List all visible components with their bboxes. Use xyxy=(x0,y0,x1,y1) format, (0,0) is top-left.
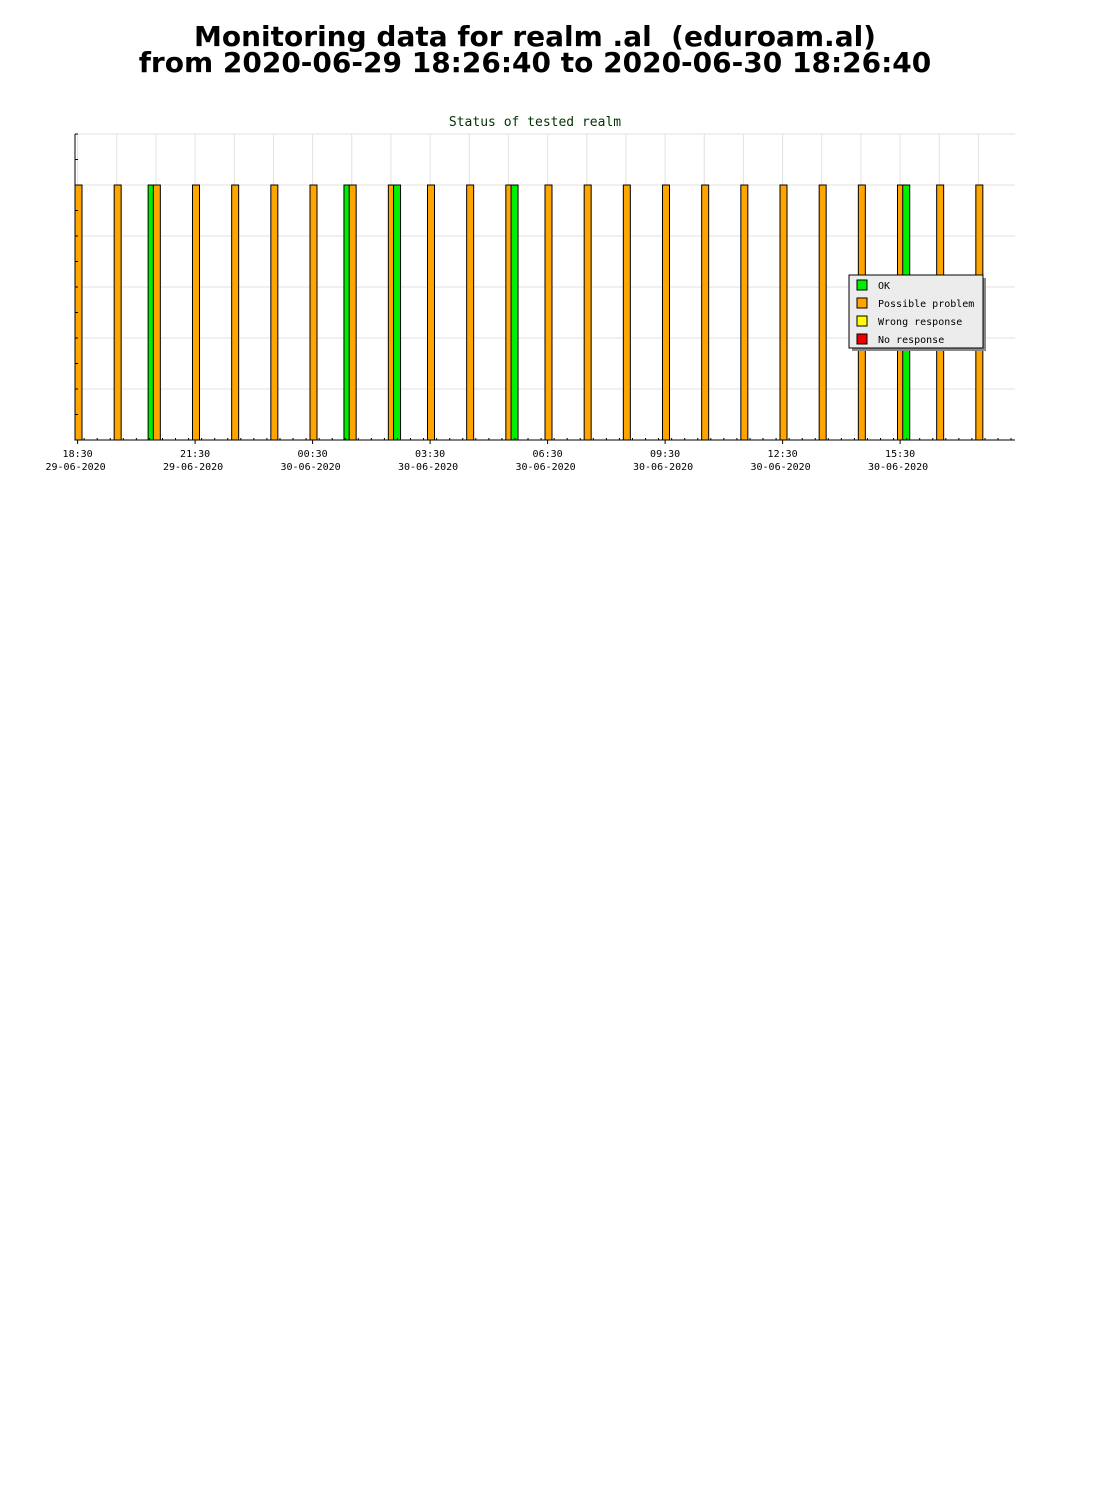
chart-title: Status of tested realm xyxy=(449,115,621,130)
bar-possible-problem xyxy=(622,184,631,441)
bar-possible-problem xyxy=(309,184,318,441)
bar-possible-problem xyxy=(466,184,475,441)
bar-possible-problem xyxy=(740,184,749,441)
bar-possible-problem xyxy=(348,184,357,441)
tick-labels: 18:30 29-06-2020 21:30 29-06-2020 00:30 30-06… xyxy=(46,449,929,473)
legend-swatch xyxy=(856,333,868,345)
status-chart: Status of tested realm 18:30 29-06-2020 21… xyxy=(46,115,1015,473)
legend-label: Wrong response xyxy=(878,317,962,328)
x-tick-date: 30-06-2020 xyxy=(868,462,928,473)
bar-possible-problem xyxy=(113,184,122,441)
x-tick-time: 12:30 xyxy=(768,449,798,460)
title-line-1: Monitoring data for realm .al (eduroam.a… xyxy=(194,20,876,53)
x-tick-date: 30-06-2020 xyxy=(398,462,458,473)
bar-possible-problem xyxy=(427,184,435,441)
bar-ok xyxy=(393,184,402,441)
legend: OK Possible problem Wrong response No respo… xyxy=(848,274,986,351)
x-tick-date: 30-06-2020 xyxy=(633,462,693,473)
bar-possible-problem xyxy=(192,184,200,441)
bar-possible-problem xyxy=(662,184,670,441)
x-tick-time: 00:30 xyxy=(298,449,328,460)
x-tick-time: 03:30 xyxy=(415,449,445,460)
x-tick-time: 18:30 xyxy=(63,449,93,460)
legend-box xyxy=(848,274,984,349)
page-title: Monitoring data for realm .al (eduroam.a… xyxy=(0,20,1070,79)
bar-possible-problem xyxy=(818,184,827,441)
bar-possible-problem xyxy=(779,184,788,441)
bar-possible-problem xyxy=(701,184,710,441)
bars xyxy=(74,184,984,441)
legend-swatch xyxy=(856,297,868,309)
x-tick-date: 29-06-2020 xyxy=(163,462,223,473)
axes xyxy=(74,133,1015,444)
bar-possible-problem xyxy=(152,184,161,441)
legend-label: Possible problem xyxy=(878,299,974,310)
bar-possible-problem xyxy=(583,184,592,441)
x-tick-time: 15:30 xyxy=(885,449,915,460)
bar-possible-problem xyxy=(544,184,553,441)
legend-label: OK xyxy=(878,281,890,292)
x-tick-date: 29-06-2020 xyxy=(46,462,106,473)
x-tick-date: 30-06-2020 xyxy=(751,462,811,473)
legend-label: No response xyxy=(878,335,944,346)
bar-possible-problem xyxy=(270,184,279,441)
x-tick-time: 09:30 xyxy=(650,449,680,460)
legend-swatch xyxy=(856,279,868,291)
x-tick-date: 30-06-2020 xyxy=(516,462,576,473)
bar-ok xyxy=(510,184,519,441)
x-tick-time: 21:30 xyxy=(180,449,210,460)
x-tick-date: 30-06-2020 xyxy=(281,462,341,473)
bar-possible-problem xyxy=(231,184,240,441)
legend-swatch xyxy=(856,315,868,327)
title-line-2: from 2020-06-29 18:26:40 to 2020-06-30 1… xyxy=(138,46,932,79)
x-tick-time: 06:30 xyxy=(533,449,563,460)
